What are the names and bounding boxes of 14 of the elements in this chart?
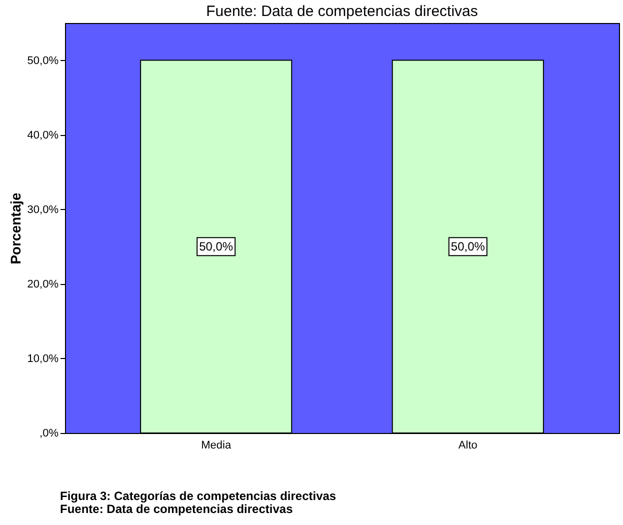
y-axis-title: Porcentaje xyxy=(7,192,24,264)
source-note: Fuente: Data de competencias directivas xyxy=(60,502,294,516)
y-tick-label: ,0% xyxy=(40,428,59,440)
x-tick-label: Media xyxy=(201,440,232,452)
y-tick-label: 20,0% xyxy=(27,278,59,290)
text: Figura 3: Categorías de competencias directivas xyxy=(60,489,336,503)
y-tick-label: 10,0% xyxy=(27,352,59,365)
data-label: 50,0% xyxy=(450,240,486,254)
y-tick-label: 40,0% xyxy=(27,129,59,142)
data-label: 50,0% xyxy=(199,240,234,254)
chart-title: Fuente: Data de competencias directivas xyxy=(206,3,478,20)
y-tick-label: 30,0% xyxy=(27,204,59,216)
y-tick-label: 50,0% xyxy=(27,54,59,67)
x-tick-label: Alto xyxy=(458,440,478,452)
